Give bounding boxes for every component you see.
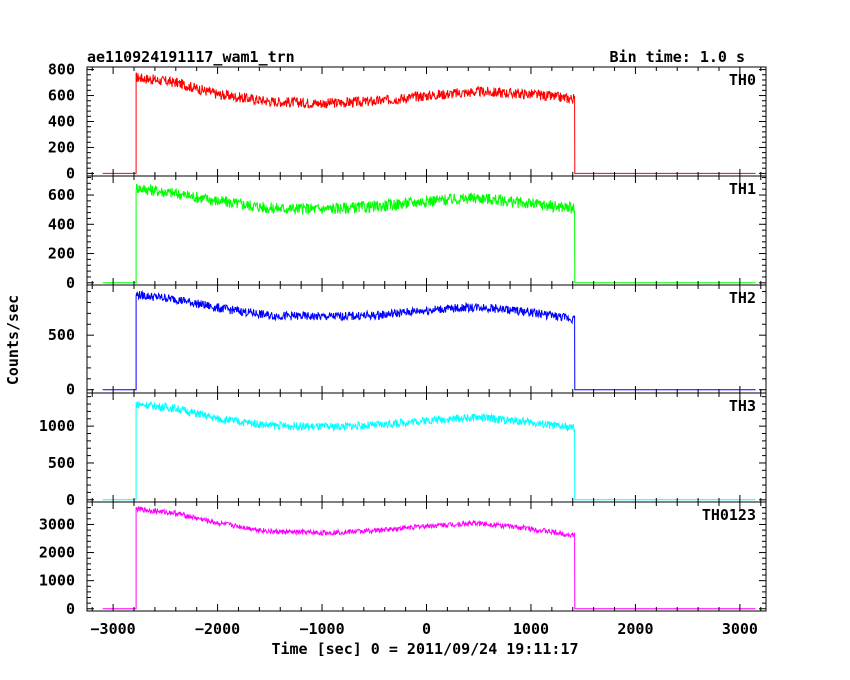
bin-time-label: Bin time: 1.0 s	[610, 48, 745, 66]
panel-th3: 0 500 1000 TH3	[39, 392, 767, 509]
x-axis-label: Time [sec] 0 = 2011/09/24 19:11:17	[271, 640, 578, 658]
panel-label: TH2	[729, 289, 756, 307]
panel-th1: 0 200 400 600 TH1	[48, 175, 767, 292]
series-line-th3	[102, 400, 756, 501]
panel-th2: 0 500 TH2	[48, 284, 767, 399]
y-tick-label: 600	[48, 87, 75, 105]
y-tick-label: 0	[66, 600, 75, 618]
panel-th0: 0 200 400 600 800 TH0	[48, 61, 767, 182]
y-tick-label: 200	[48, 138, 75, 156]
y-tick-label: 1000	[39, 417, 75, 435]
panel-label: TH1	[729, 180, 756, 198]
chart-title: ae110924191117_wam1_trn	[87, 48, 295, 66]
y-tick-label: 500	[48, 454, 75, 472]
y-tick-label: 800	[48, 61, 75, 79]
y-tick-label: 500	[48, 326, 75, 344]
x-tick-label: −3000	[91, 620, 136, 638]
x-tick-label: −1000	[299, 620, 344, 638]
y-tick-label: 0	[66, 381, 75, 399]
y-tick-label: 3000	[39, 515, 75, 533]
y-tick-label: 0	[66, 491, 75, 509]
y-tick-label: 400	[48, 113, 75, 131]
series-line-th1	[102, 183, 756, 284]
y-tick-label: 600	[48, 186, 75, 204]
y-tick-label: 2000	[39, 544, 75, 562]
panel-label: TH3	[729, 397, 756, 415]
x-tick-label: 1000	[513, 620, 549, 638]
panel-label: TH0123	[702, 506, 756, 524]
y-tick-label: 400	[48, 215, 75, 233]
y-tick-label: 0	[66, 274, 75, 292]
panel-frame	[86, 66, 767, 177]
y-axis-label: Counts/sec	[4, 295, 22, 385]
series-line-th0	[102, 72, 756, 174]
y-tick-label: 200	[48, 245, 75, 263]
x-tick-label: 3000	[722, 620, 758, 638]
panel-th0123: 0 1000 2000 3000 TH0123	[39, 501, 767, 618]
series-line-th0123	[102, 506, 756, 610]
series-line-th2	[102, 290, 756, 391]
y-tick-label: 0	[66, 164, 75, 182]
x-tick-label: −2000	[195, 620, 240, 638]
panel-frame	[86, 392, 767, 503]
x-tick-label: 2000	[617, 620, 653, 638]
panels-group: 0 200 400 600 800 TH0 0 200 400 600 TH1 0 500 TH2 0 500…	[39, 61, 767, 638]
y-tick-label: 1000	[39, 572, 75, 590]
panel-label: TH0	[729, 71, 756, 89]
x-tick-label: 0	[422, 620, 431, 638]
